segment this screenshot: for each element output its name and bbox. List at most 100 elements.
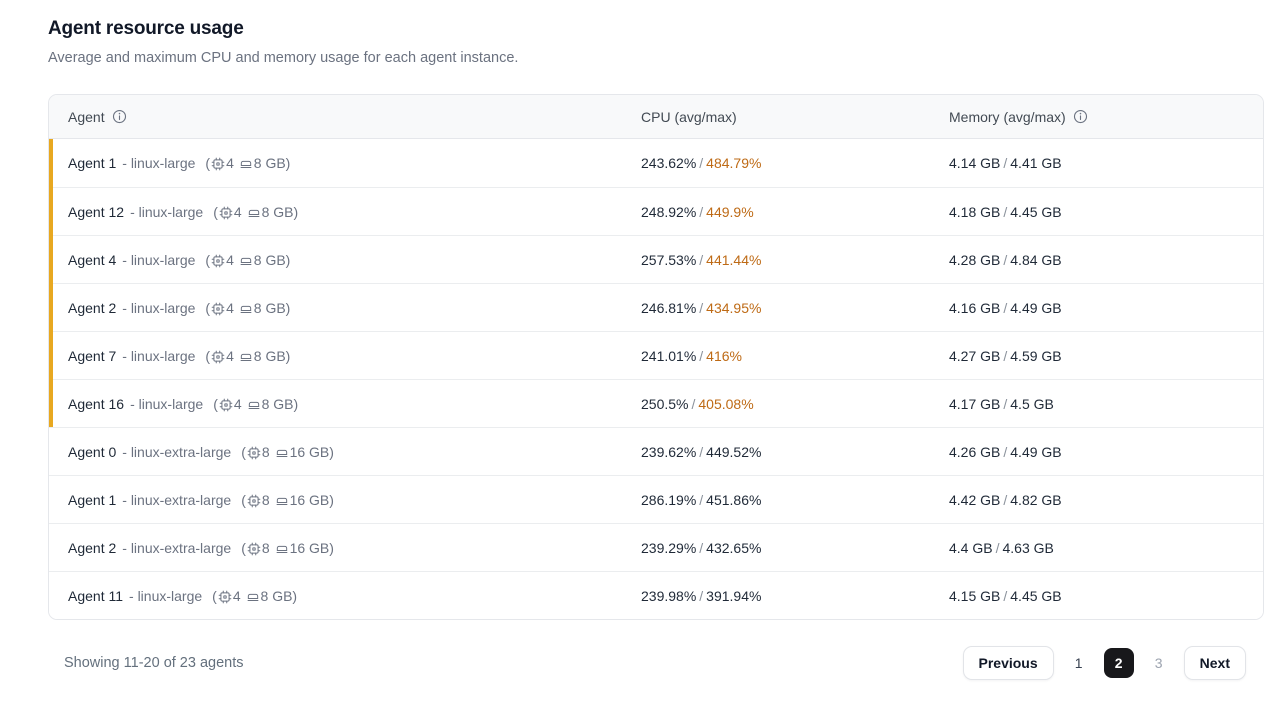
table-footer: Showing 11-20 of 23 agents Previous 1 2 3 … bbox=[48, 646, 1264, 680]
ram-icon bbox=[239, 157, 253, 171]
memory-cell: 4.16 GB/4.49 GB bbox=[949, 299, 1062, 316]
memory-avg: 4.17 GB bbox=[949, 395, 1001, 412]
cpu-max: 449.52% bbox=[706, 443, 762, 460]
cpu-cell: 248.92%/449.9% bbox=[641, 203, 754, 220]
page-number-1[interactable]: 1 bbox=[1074, 655, 1083, 671]
page-number-2[interactable]: 2 bbox=[1103, 648, 1134, 678]
info-icon[interactable] bbox=[112, 109, 127, 124]
memory-max: 4.49 GB bbox=[1010, 299, 1062, 316]
memory-max: 4.45 GB bbox=[1010, 203, 1062, 220]
agent-name: Agent 4 bbox=[68, 251, 117, 268]
agent-type: - linux-large bbox=[122, 347, 196, 364]
memory-cell: 4.27 GB/4.59 GB bbox=[949, 347, 1062, 364]
column-header-agent: Agent bbox=[49, 109, 641, 125]
cpu-max: 484.79% bbox=[706, 155, 762, 171]
agent-name: Agent 7 bbox=[68, 347, 117, 364]
cpu-cell: 239.62%/449.52% bbox=[641, 443, 762, 460]
cpu-avg: 243.62% bbox=[641, 155, 697, 171]
page-number-3[interactable]: 3 bbox=[1154, 655, 1163, 671]
memory-avg: 4.42 GB bbox=[949, 491, 1001, 508]
table-row: Agent 2 - linux-extra-large ( 8 16 GB) 239.… bbox=[49, 523, 1263, 571]
cpu-avg: 239.62% bbox=[641, 443, 697, 460]
cpu-cell: 257.53%/441.44% bbox=[641, 251, 762, 268]
memory-max: 4.45 GB bbox=[1010, 587, 1062, 604]
agent-cell: Agent 7 - linux-large ( 4 8 GB) bbox=[49, 348, 641, 364]
ram-icon bbox=[247, 398, 261, 412]
agent-type: - linux-extra-large bbox=[122, 539, 232, 556]
table-row: Agent 2 - linux-large ( 4 8 GB) 246.81%/434… bbox=[49, 283, 1263, 331]
cpu-icon bbox=[247, 446, 261, 460]
memory-cell: 4.42 GB/4.82 GB bbox=[949, 491, 1062, 508]
cpu-cell: 250.5%/405.08% bbox=[641, 395, 754, 412]
memory-cell: 4.17 GB/4.5 GB bbox=[949, 395, 1054, 412]
cpu-icon bbox=[211, 302, 225, 316]
ram-icon bbox=[246, 590, 260, 604]
column-header-agent-label: Agent bbox=[68, 108, 105, 125]
agent-name: Agent 12 bbox=[68, 203, 125, 220]
page-title: Agent resource usage bbox=[48, 18, 244, 39]
cpu-max: 449.9% bbox=[706, 203, 754, 220]
agent-usage-table: Agent CPU (avg/max) Memory (avg/max) bbox=[48, 94, 1264, 620]
memory-max: 4.5 GB bbox=[1010, 395, 1054, 412]
agent-spec: ( 4 8 GB) bbox=[205, 347, 291, 364]
agent-type: - linux-large bbox=[130, 395, 204, 412]
ram-icon bbox=[239, 254, 253, 268]
agent-name: Agent 1 bbox=[68, 491, 117, 508]
cpu-max: 405.08% bbox=[698, 395, 754, 412]
table-row: Agent 1 - linux-large ( 4 8 GB) 243.62%/484… bbox=[49, 139, 1263, 187]
agent-type: - linux-large bbox=[122, 155, 196, 171]
cpu-icon bbox=[211, 350, 225, 364]
agent-cell: Agent 11 - linux-large ( 4 8 GB) bbox=[49, 588, 641, 604]
agent-name: Agent 2 bbox=[68, 539, 117, 556]
ram-icon bbox=[239, 302, 253, 316]
cpu-avg: 248.92% bbox=[641, 203, 697, 220]
agent-type: - linux-large bbox=[122, 251, 196, 268]
column-header-memory: Memory (avg/max) bbox=[949, 109, 1263, 125]
memory-cell: 4.26 GB/4.49 GB bbox=[949, 443, 1062, 460]
agent-spec: ( 8 16 GB) bbox=[241, 539, 334, 556]
next-page-button[interactable]: Next bbox=[1183, 646, 1246, 680]
previous-page-button[interactable]: Previous bbox=[962, 646, 1054, 680]
agent-spec: ( 4 8 GB) bbox=[213, 203, 299, 220]
agent-spec: ( 4 8 GB) bbox=[205, 299, 291, 316]
memory-avg: 4.15 GB bbox=[949, 587, 1001, 604]
memory-max: 4.41 GB bbox=[1010, 155, 1062, 171]
column-header-cpu: CPU (avg/max) bbox=[641, 109, 949, 125]
ram-icon bbox=[247, 206, 261, 220]
agent-cell: Agent 1 - linux-large ( 4 8 GB) bbox=[49, 155, 641, 171]
ram-icon bbox=[275, 494, 289, 508]
cpu-cell: 243.62%/484.79% bbox=[641, 155, 762, 171]
agent-name: Agent 2 bbox=[68, 299, 117, 316]
cpu-max: 432.65% bbox=[706, 539, 762, 556]
memory-cell: 4.4 GB/4.63 GB bbox=[949, 539, 1054, 556]
info-icon[interactable] bbox=[1073, 109, 1088, 124]
ram-icon bbox=[239, 350, 253, 364]
cpu-avg: 286.19% bbox=[641, 491, 697, 508]
table-row: Agent 4 - linux-large ( 4 8 GB) 257.53%/441… bbox=[49, 235, 1263, 283]
agent-cell: Agent 2 - linux-large ( 4 8 GB) bbox=[49, 300, 641, 316]
ram-icon bbox=[275, 542, 289, 556]
column-header-cpu-label: CPU (avg/max) bbox=[641, 108, 737, 125]
memory-avg: 4.4 GB bbox=[949, 539, 993, 556]
cpu-icon bbox=[219, 206, 233, 220]
agent-type: - linux-extra-large bbox=[122, 443, 232, 460]
cpu-icon bbox=[211, 254, 225, 268]
cpu-icon bbox=[211, 157, 225, 171]
table-row: Agent 16 - linux-large ( 4 8 GB) 250.5%/405… bbox=[49, 379, 1263, 427]
memory-max: 4.49 GB bbox=[1010, 443, 1062, 460]
cpu-cell: 241.01%/416% bbox=[641, 347, 742, 364]
cpu-avg: 239.98% bbox=[641, 587, 697, 604]
memory-cell: 4.28 GB/4.84 GB bbox=[949, 251, 1062, 268]
agent-name: Agent 0 bbox=[68, 443, 117, 460]
column-header-memory-label: Memory (avg/max) bbox=[949, 108, 1066, 125]
agent-cell: Agent 0 - linux-extra-large ( 8 16 GB) bbox=[49, 444, 641, 460]
memory-cell: 4.18 GB/4.45 GB bbox=[949, 203, 1062, 220]
memory-max: 4.82 GB bbox=[1010, 491, 1062, 508]
table-row: Agent 11 - linux-large ( 4 8 GB) 239.98%/39… bbox=[49, 571, 1263, 619]
memory-max: 4.84 GB bbox=[1010, 251, 1062, 268]
page-subtitle: Average and maximum CPU and memory usage… bbox=[48, 50, 519, 66]
cpu-max: 451.86% bbox=[706, 491, 762, 508]
agent-spec: ( 4 8 GB) bbox=[213, 395, 299, 412]
pagination-summary: Showing 11-20 of 23 agents bbox=[64, 655, 244, 671]
agent-cell: Agent 4 - linux-large ( 4 8 GB) bbox=[49, 252, 641, 268]
